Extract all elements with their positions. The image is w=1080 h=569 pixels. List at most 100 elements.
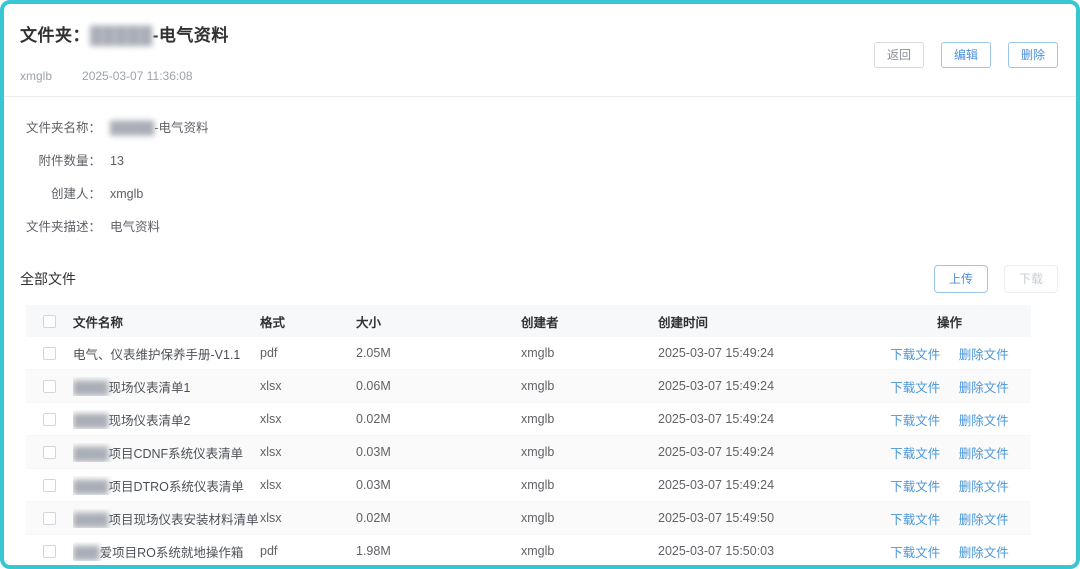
file-created-time: 2025-03-07 15:49:24 [658, 412, 775, 426]
file-name-text: 项目DTRO系统仪表清单 [108, 479, 244, 494]
back-button[interactable]: 返回 [873, 42, 924, 68]
table-row: ████项目现场仪表安装材料清单 xlsx 0.02M xmglb 2025-0… [26, 502, 1031, 535]
redacted-text: ████ [73, 512, 109, 527]
download-file-link[interactable]: 下载文件 [890, 413, 941, 428]
page-header: 文件夹：█████-电气资料 返回 编辑 删除 xmglb 2025-03-07… [4, 4, 1076, 97]
file-actions: 下载文件 删除文件 [868, 443, 1031, 462]
upload-button[interactable]: 上传 [933, 265, 988, 293]
col-header-format: 格式 [260, 315, 286, 330]
delete-file-link[interactable]: 删除文件 [958, 347, 1009, 362]
page-title: 文件夹：█████-电气资料 [20, 21, 1056, 46]
download-file-link[interactable]: 下载文件 [890, 446, 941, 461]
file-name-cell: ████现场仪表清单1 [73, 377, 260, 396]
delete-file-link[interactable]: 删除文件 [958, 512, 1009, 527]
file-format: xlsx [260, 445, 282, 459]
file-created-time: 2025-03-07 15:49:24 [658, 478, 775, 492]
redacted-text: ████ [73, 380, 109, 395]
file-creator: xmglb [521, 379, 555, 393]
attachment-count: 13 [110, 154, 124, 168]
file-size: 0.02M [356, 412, 391, 426]
col-header-created-time: 创建时间 [658, 315, 709, 330]
redacted-text: █████ [90, 26, 153, 45]
page-meta: xmglb 2025-03-07 11:36:08 [20, 69, 1056, 83]
file-actions: 下载文件 删除文件 [868, 476, 1031, 495]
table-row: ████现场仪表清单1 xlsx 0.06M xmglb 2025-03-07 … [26, 370, 1031, 403]
row-checkbox[interactable] [43, 544, 56, 558]
download-file-link[interactable]: 下载文件 [890, 347, 941, 362]
file-name-text: 爱项目RO系统就地操作箱 [99, 545, 244, 560]
page-title-suffix: -电气资料 [152, 26, 229, 45]
download-file-link[interactable]: 下载文件 [890, 380, 941, 395]
file-size: 2.05M [356, 346, 391, 360]
file-format: xlsx [260, 478, 282, 492]
table-header-row: 文件名称 格式 大小 创建者 创建时间 操作 [26, 305, 1031, 337]
file-actions: 下载文件 删除文件 [868, 410, 1031, 429]
file-creator: xmglb [521, 445, 555, 459]
row-checkbox[interactable] [43, 511, 56, 525]
file-format: pdf [260, 544, 278, 558]
info-label: 文件夹名称： [25, 121, 101, 135]
table-row: 电气、仪表维护保养手册-V1.1 pdf 2.05M xmglb 2025-03… [26, 337, 1031, 370]
creator-name: xmglb [110, 187, 144, 201]
download-file-link[interactable]: 下载文件 [890, 512, 941, 527]
table-row: ████项目DTRO系统仪表清单 xlsx 0.03M xmglb 2025-0… [26, 469, 1031, 502]
row-checkbox[interactable] [43, 445, 56, 459]
delete-button[interactable]: 删除 [1007, 42, 1058, 68]
row-checkbox[interactable] [43, 412, 56, 426]
select-all-checkbox[interactable] [43, 314, 56, 328]
info-label: 附件数量： [38, 154, 101, 168]
file-name-text: 现场仪表清单1 [108, 380, 191, 395]
file-actions: 下载文件 删除文件 [868, 509, 1031, 528]
file-name-text: 项目现场仪表安装材料清单 [108, 512, 259, 527]
header-actions: 返回 编辑 删除 [873, 42, 1058, 68]
info-label: 创建人： [50, 187, 101, 201]
files-table: 文件名称 格式 大小 创建者 创建时间 操作 电气、仪表维护保养手册-V1.1 … [26, 305, 1031, 565]
folder-creator: xmglb [20, 69, 53, 83]
edit-button[interactable]: 编辑 [940, 42, 991, 68]
delete-file-link[interactable]: 删除文件 [958, 413, 1009, 428]
folder-created-time: 2025-03-07 11:36:08 [82, 69, 193, 83]
file-actions: 下载文件 删除文件 [868, 542, 1031, 561]
file-name-text: 现场仪表清单2 [108, 413, 191, 428]
redacted-text: ███ [73, 545, 100, 560]
col-header-file-name: 文件名称 [73, 315, 124, 330]
file-format: xlsx [260, 412, 282, 426]
file-creator: xmglb [521, 346, 555, 360]
table-row: ███爱项目RO系统就地操作箱 pdf 1.98M xmglb 2025-03-… [26, 535, 1031, 565]
download-file-link[interactable]: 下载文件 [890, 545, 941, 560]
file-created-time: 2025-03-07 15:49:50 [658, 511, 775, 525]
folder-description: 电气资料 [110, 220, 161, 234]
col-header-size: 大小 [356, 315, 382, 330]
file-actions: 下载文件 删除文件 [868, 377, 1031, 396]
delete-file-link[interactable]: 删除文件 [958, 479, 1009, 494]
file-created-time: 2025-03-07 15:49:24 [658, 346, 775, 360]
file-size: 0.03M [356, 445, 391, 459]
file-creator: xmglb [521, 412, 555, 426]
delete-file-link[interactable]: 删除文件 [958, 446, 1009, 461]
download-file-link[interactable]: 下载文件 [890, 479, 941, 494]
file-creator: xmglb [521, 544, 555, 558]
col-header-creator: 创建者 [521, 315, 559, 330]
file-size: 1.98M [356, 544, 391, 558]
delete-file-link[interactable]: 删除文件 [958, 380, 1009, 395]
info-label: 文件夹描述： [25, 220, 101, 234]
col-header-actions: 操作 [936, 315, 962, 330]
info-row-folder-name: 文件夹名称： █████-电气资料 [4, 117, 1076, 136]
file-name-cell: 电气、仪表维护保养手册-V1.1 [73, 344, 260, 363]
info-row-description: 文件夹描述： 电气资料 [4, 216, 1076, 235]
info-row-attachment-count: 附件数量： 13 [4, 150, 1076, 169]
delete-file-link[interactable]: 删除文件 [958, 545, 1009, 560]
file-format: xlsx [260, 511, 282, 525]
files-section-title: 全部文件 [20, 271, 76, 287]
row-checkbox[interactable] [43, 379, 56, 393]
table-body: 电气、仪表维护保养手册-V1.1 pdf 2.05M xmglb 2025-03… [26, 337, 1031, 565]
file-created-time: 2025-03-07 15:49:24 [658, 445, 775, 459]
file-name-cell: ████项目CDNF系统仪表清单 [73, 443, 260, 462]
file-size: 0.03M [356, 478, 391, 492]
folder-info: 文件夹名称： █████-电气资料 附件数量： 13 创建人： xmglb 文件… [4, 97, 1076, 255]
download-button[interactable]: 下载 [1003, 265, 1058, 293]
info-value: █████-电气资料 [110, 117, 208, 136]
row-checkbox[interactable] [43, 478, 56, 492]
row-checkbox[interactable] [43, 346, 56, 360]
